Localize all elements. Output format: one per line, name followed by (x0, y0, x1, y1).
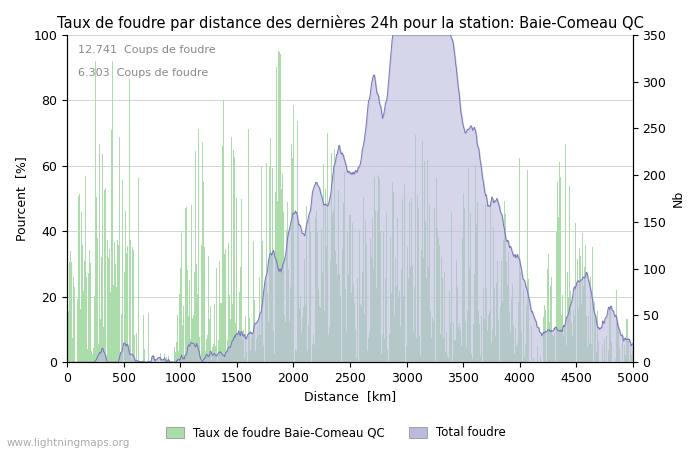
Title: Taux de foudre par distance des dernières 24h pour la station: Baie-Comeau QC: Taux de foudre par distance des dernière… (57, 15, 643, 31)
Y-axis label: Nb: Nb (672, 190, 685, 207)
Text: 6.303  Coups de foudre: 6.303 Coups de foudre (78, 68, 209, 78)
Y-axis label: Pourcent  [%]: Pourcent [%] (15, 156, 28, 241)
X-axis label: Distance  [km]: Distance [km] (304, 391, 396, 404)
Legend: Taux de foudre Baie-Comeau QC, Total foudre: Taux de foudre Baie-Comeau QC, Total fou… (162, 422, 510, 444)
Text: www.lightningmaps.org: www.lightningmaps.org (7, 438, 130, 448)
Text: 12.741  Coups de foudre: 12.741 Coups de foudre (78, 45, 216, 55)
